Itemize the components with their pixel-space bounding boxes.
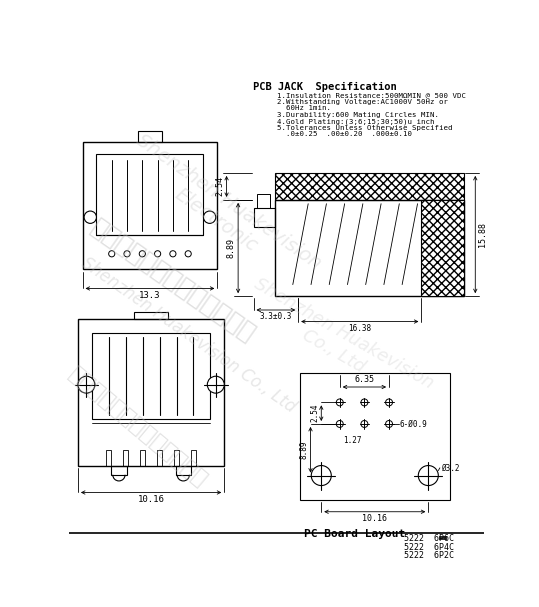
Circle shape xyxy=(124,251,130,257)
Text: 6.35: 6.35 xyxy=(355,375,375,384)
Circle shape xyxy=(170,251,176,257)
Circle shape xyxy=(336,421,343,427)
Circle shape xyxy=(204,211,216,223)
Circle shape xyxy=(155,251,161,257)
Bar xyxy=(191,450,196,466)
Text: Shenzhen Huakevision
Co., Ltd: Shenzhen Huakevision Co., Ltd xyxy=(240,274,436,410)
Circle shape xyxy=(385,399,392,406)
Text: 8.89: 8.89 xyxy=(300,441,309,459)
Text: Shenzhen Huakevision Co., Ltd: Shenzhen Huakevision Co., Ltd xyxy=(78,253,299,416)
Bar xyxy=(82,142,217,269)
Circle shape xyxy=(185,251,191,257)
Bar xyxy=(439,544,446,551)
Text: 5222  6P2C: 5222 6P2C xyxy=(404,551,454,560)
Text: 4.Gold Plating:(3;6;15;30;50)u inch: 4.Gold Plating:(3;6;15;30;50)u inch xyxy=(277,118,434,125)
Text: 5222  6P4C: 5222 6P4C xyxy=(404,543,454,552)
Circle shape xyxy=(109,251,115,257)
Text: 16.38: 16.38 xyxy=(348,324,371,333)
Text: .0±0.25  .00±0.20  .000±0.10: .0±0.25 .00±0.20 .000±0.10 xyxy=(277,131,412,137)
Circle shape xyxy=(418,466,438,486)
Circle shape xyxy=(361,399,368,406)
Text: 2.54: 2.54 xyxy=(215,177,224,197)
Bar xyxy=(111,466,127,475)
Bar xyxy=(174,450,179,466)
Text: Shenzhen Huakevision
Electronic: Shenzhen Huakevision Electronic xyxy=(120,131,325,292)
Bar xyxy=(140,450,145,466)
Circle shape xyxy=(208,376,224,393)
Circle shape xyxy=(336,399,343,406)
Text: 8.89: 8.89 xyxy=(227,238,236,258)
Bar xyxy=(257,194,271,208)
Text: 1.27: 1.27 xyxy=(343,436,361,446)
Text: Ø3.2: Ø3.2 xyxy=(440,463,459,472)
Text: 6-Ø0.9: 6-Ø0.9 xyxy=(400,419,427,429)
Text: 3.Durability:600 Mating Circles MIN.: 3.Durability:600 Mating Circles MIN. xyxy=(277,112,439,118)
Text: 13.3: 13.3 xyxy=(139,291,161,300)
Circle shape xyxy=(385,421,392,427)
Bar xyxy=(96,154,203,234)
Text: 10.16: 10.16 xyxy=(362,514,388,523)
Text: 2.54: 2.54 xyxy=(310,404,319,422)
Bar xyxy=(134,311,168,319)
Text: 深圳市华科威视电子有限公司: 深圳市华科威视电子有限公司 xyxy=(65,364,211,490)
Bar xyxy=(106,450,111,466)
Circle shape xyxy=(84,211,96,223)
Text: 5222  6P6C: 5222 6P6C xyxy=(404,534,454,543)
Text: 3.3±0.3: 3.3±0.3 xyxy=(260,313,292,321)
Bar xyxy=(300,373,450,500)
Bar xyxy=(157,450,162,466)
Bar xyxy=(78,319,224,466)
Text: PC Board Layout: PC Board Layout xyxy=(303,529,405,540)
Bar xyxy=(275,173,464,200)
Bar xyxy=(421,200,464,296)
Bar xyxy=(123,450,128,466)
Bar xyxy=(176,466,191,475)
Text: 1.Insulation Resistance:500MΩMIN @ 500 VDC: 1.Insulation Resistance:500MΩMIN @ 500 V… xyxy=(277,92,466,98)
Bar xyxy=(137,131,162,142)
Circle shape xyxy=(139,251,146,257)
Bar xyxy=(275,200,464,296)
Text: 15.88: 15.88 xyxy=(479,222,487,247)
Bar xyxy=(253,208,275,227)
Text: PCB JACK  Specification: PCB JACK Specification xyxy=(253,82,397,92)
Circle shape xyxy=(78,376,95,393)
Text: 2.Withstanding Voltage:AC1000V 50Hz or: 2.Withstanding Voltage:AC1000V 50Hz or xyxy=(277,98,447,104)
Circle shape xyxy=(312,466,331,486)
Text: 5.Tolerances Unless Otherwise Specified: 5.Tolerances Unless Otherwise Specified xyxy=(277,125,452,131)
Circle shape xyxy=(361,421,368,427)
Bar xyxy=(439,552,446,560)
Text: 深圳市华科威视电子有限公司: 深圳市华科威视电子有限公司 xyxy=(86,215,259,347)
Bar xyxy=(439,535,446,543)
Text: 60Hz 1min.: 60Hz 1min. xyxy=(277,105,330,111)
Text: 10.16: 10.16 xyxy=(137,495,164,504)
Bar xyxy=(92,333,210,419)
